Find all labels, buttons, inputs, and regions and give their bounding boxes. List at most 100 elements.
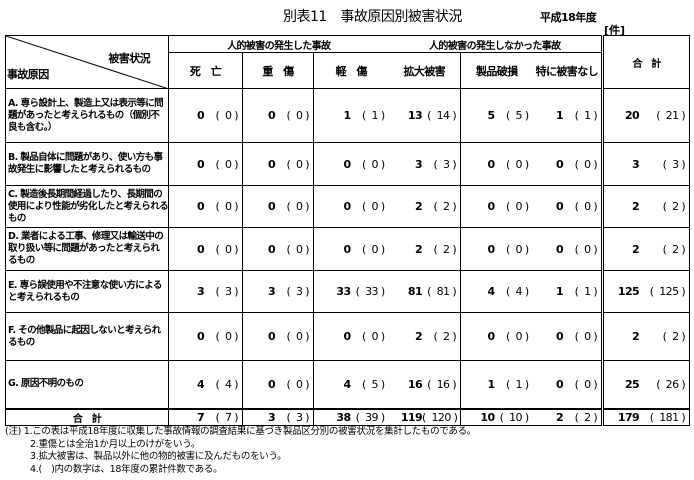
total-cell: 3 ( 3 ) [602, 142, 691, 186]
count: 0 [487, 157, 495, 171]
group-injury-header: 人的被害の発生した事故 [167, 35, 389, 53]
cumulative-count: ( 81 ) [427, 285, 457, 298]
count: 0 [343, 157, 351, 171]
column-header: 重 傷 [242, 52, 314, 89]
cumulative-count: ( 3 ) [433, 157, 457, 171]
note: 4.( )内の数字は、18年度の累計件数である。 [30, 463, 223, 475]
count: 0 [556, 242, 564, 256]
cumulative-count: ( 181 ) [649, 410, 686, 424]
note: (注) 1.この表は平成18年度に収集した事故情報の調査結果に基づき製品区分別の… [5, 426, 476, 437]
count: 25 [624, 377, 640, 391]
count: 0 [196, 109, 205, 122]
cumulative-count: ( 16 ) [427, 377, 457, 391]
total-cell: 2 ( 2 ) [602, 227, 691, 271]
count: 0 [267, 109, 276, 122]
count: 0 [196, 157, 205, 171]
count: 2 [632, 200, 640, 213]
value-cell: 4 ( 4 ) [168, 360, 243, 409]
cumulative-count: ( 1 ) [574, 285, 598, 298]
total-cell: 2 ( 2 ) [602, 312, 691, 361]
table-row: G. 原因不明のもの 4 ( 4 ) 0 ( 0 ) 4 ( 5 ) 16 ( 16 ) 1 ( 1… [5, 360, 691, 409]
value-cell: 33 ( 33 ) [312, 270, 389, 313]
cumulative-count: ( 3 ) [286, 410, 310, 424]
value-cell: 16 ( 16 ) [388, 360, 462, 409]
count: 2 [414, 242, 423, 256]
value-cell: 0 ( 0 ) [242, 312, 314, 361]
value-cell: 0 ( 0 ) [168, 185, 243, 228]
count: 0 [267, 377, 276, 391]
value-cell: 0 ( 0 ) [532, 142, 605, 186]
cumulative-count: ( 2 ) [433, 330, 457, 343]
total-cell: 25 ( 26 ) [602, 360, 691, 409]
value-cell: 13 ( 14 ) [388, 88, 462, 143]
column-header: 拡大被害 [388, 52, 462, 89]
cumulative-count: ( 0 ) [215, 109, 239, 122]
cumulative-count: ( 0 ) [286, 330, 310, 343]
total-cell: 125 ( 125 ) [602, 270, 691, 313]
value-cell: 81 ( 81 ) [388, 270, 462, 313]
cumulative-count: ( 0 ) [362, 242, 385, 256]
value-cell: 3 ( 3 ) [242, 270, 314, 313]
cumulative-count: ( 0 ) [362, 200, 385, 213]
count: 0 [487, 242, 495, 256]
cumulative-count: ( 0 ) [506, 330, 529, 343]
column-header: 特に被害なし [532, 52, 605, 89]
cumulative-count: ( 5 ) [362, 377, 385, 391]
count: 3 [632, 157, 640, 171]
value-cell: 7 ( 7 ) [168, 407, 243, 426]
value-cell: 0 ( 0 ) [168, 227, 243, 271]
table-row: C. 製造後長期間経過したり、長期間の使用により性能が劣化したと考えられるもの 0… [5, 185, 691, 228]
cumulative-count: ( 1 ) [362, 109, 385, 122]
total-cell: 179 ( 181 ) [602, 407, 691, 426]
cumulative-count: ( 39 ) [355, 410, 385, 424]
value-cell: 0 ( 0 ) [168, 88, 243, 143]
cumulative-count: ( 0 ) [215, 242, 239, 256]
total-cell: 20 ( 21 ) [602, 88, 691, 143]
unit-label: [件] [604, 24, 626, 37]
cumulative-count: ( 0 ) [506, 242, 529, 256]
count: 119 [400, 410, 423, 424]
count: 0 [267, 157, 276, 171]
value-cell: 0 ( 0 ) [460, 312, 533, 361]
cumulative-count: ( 2 ) [574, 410, 598, 424]
value-cell: 3 ( 3 ) [242, 407, 314, 426]
column-header: 軽 傷 [312, 52, 389, 89]
value-cell: 2 ( 2 ) [532, 407, 605, 426]
count: 0 [343, 242, 351, 256]
count: 0 [343, 330, 351, 343]
value-cell: 119( 120 ) [388, 407, 462, 426]
cumulative-count: ( 2 ) [433, 242, 457, 256]
cumulative-count: ( 0 ) [286, 377, 310, 391]
diagonal-line [6, 36, 169, 89]
cause-cell: E. 専ら誤使用や不注意な使い方によると考えられるもの [5, 270, 169, 313]
cumulative-count: ( 0 ) [574, 330, 598, 343]
value-cell: 0 ( 0 ) [242, 185, 314, 228]
corner-header: 被害状況 事故原因 [5, 35, 169, 89]
cumulative-count: ( 33 ) [355, 285, 385, 298]
cumulative-count: ( 0 ) [215, 200, 239, 213]
totals-row: 合 計 7( 7 ) 3( 3 ) 38( 39 ) 119( 120 ) 10( 10 … [5, 407, 691, 426]
value-cell: 38 ( 39 ) [312, 407, 389, 426]
value-cell: 0 ( 0 ) [532, 227, 605, 271]
count: 3 [414, 157, 423, 171]
cause-label: 事故原因 [7, 68, 49, 81]
count: 3 [267, 285, 276, 298]
count: 81 [407, 285, 423, 298]
value-cell: 0 ( 0 ) [242, 142, 314, 186]
count: 2 [414, 200, 423, 213]
value-cell: 0 ( 0 ) [242, 227, 314, 271]
cumulative-count: ( 0 ) [286, 109, 310, 122]
count: 20 [624, 109, 640, 122]
cumulative-count: ( 5 ) [506, 109, 529, 122]
value-cell: 3 ( 3 ) [388, 142, 462, 186]
value-cell: 0 ( 0 ) [532, 360, 605, 409]
count: 33 [336, 285, 351, 298]
value-cell: 2 ( 2 ) [388, 227, 462, 271]
count: 1 [487, 377, 495, 391]
value-cell: 2 ( 2 ) [388, 312, 462, 361]
total-cell: 2 ( 2 ) [602, 185, 691, 228]
count: 2 [632, 330, 640, 343]
count: 5 [487, 109, 495, 122]
cumulative-count: ( 0 ) [215, 330, 239, 343]
cumulative-count: ( 3 ) [662, 157, 686, 171]
